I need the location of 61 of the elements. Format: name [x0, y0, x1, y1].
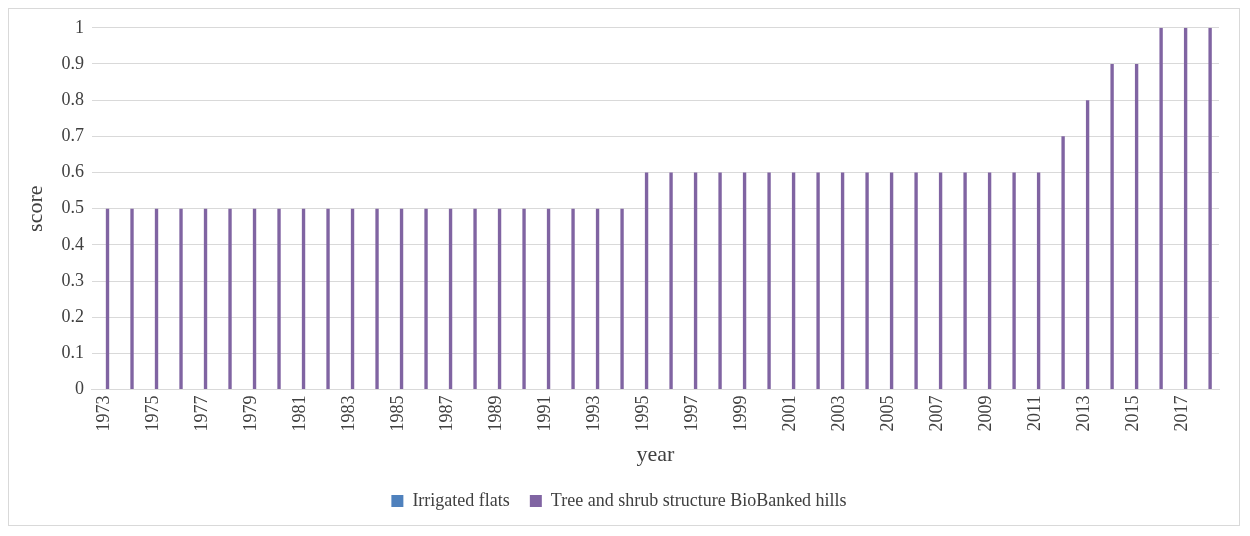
- y-tick-label: 0.2: [61, 305, 84, 326]
- bar: [718, 172, 722, 390]
- x-tick-label: 2001: [778, 395, 799, 432]
- x-tick-label: 2017: [1170, 395, 1191, 432]
- x-tick-label: 2013: [1072, 395, 1093, 432]
- x-tick-label: 1985: [386, 395, 407, 432]
- y-tick-label: 0.4: [61, 233, 84, 254]
- bar: [179, 208, 183, 390]
- legend-label: Irrigated flats: [412, 489, 510, 510]
- x-tick-label: 1999: [729, 395, 750, 432]
- bar: [963, 172, 967, 390]
- x-tick-label: 1987: [435, 395, 456, 432]
- x-tick-label: 2003: [827, 395, 848, 432]
- x-tick-label: 1979: [239, 395, 260, 432]
- x-tick-label: 1975: [141, 395, 162, 432]
- x-tick-label: 1977: [190, 395, 211, 432]
- bar: [767, 172, 771, 390]
- bar: [816, 172, 820, 390]
- bar: [522, 208, 526, 390]
- bar: [669, 172, 673, 390]
- x-axis-title: year: [636, 440, 676, 466]
- x-tick-label: 1989: [484, 395, 505, 432]
- bar: [1012, 172, 1016, 390]
- x-tick-label: 1991: [533, 395, 554, 432]
- bar: [571, 208, 575, 390]
- y-axis-title: score: [21, 185, 47, 232]
- bar: [473, 208, 477, 390]
- legend-label: Tree and shrub structure BioBanked hills: [550, 489, 847, 510]
- bar: [228, 208, 232, 390]
- x-tick-label: 2005: [876, 395, 897, 432]
- bar: [1159, 27, 1163, 390]
- x-tick-label: 1993: [582, 395, 603, 432]
- bar: [326, 208, 330, 390]
- x-tick-label: 2009: [974, 395, 995, 432]
- y-tick-label: 0.1: [61, 342, 84, 363]
- bar: [277, 208, 281, 390]
- bar: [375, 208, 379, 390]
- bar: [1061, 136, 1065, 390]
- bar: [130, 208, 134, 390]
- x-tick-label: 2007: [925, 395, 946, 432]
- y-tick-label: 0: [74, 378, 84, 399]
- bar: [914, 172, 918, 390]
- x-tick-label: 2011: [1023, 395, 1044, 431]
- bar: [1208, 27, 1212, 390]
- x-tick-label: 1973: [92, 395, 113, 432]
- x-tick-label: 1983: [337, 395, 358, 432]
- y-tick-label: 0.8: [61, 88, 84, 109]
- y-tick-label: 0.7: [61, 125, 84, 146]
- x-tick-label: 1981: [288, 395, 309, 432]
- bar: [1110, 63, 1114, 390]
- bar: [424, 208, 428, 390]
- x-tick-label: 2015: [1121, 395, 1142, 432]
- y-tick-label: 0.3: [61, 269, 84, 290]
- x-tick-label: 1997: [680, 395, 701, 432]
- x-tick-label: 1995: [631, 395, 652, 432]
- y-tick-label: 0.6: [61, 161, 84, 182]
- bar: [620, 208, 624, 390]
- bar: [865, 172, 869, 390]
- y-tick-label: 0.9: [61, 52, 84, 73]
- y-tick-label: 1: [74, 16, 84, 37]
- y-tick-label: 0.5: [61, 197, 84, 218]
